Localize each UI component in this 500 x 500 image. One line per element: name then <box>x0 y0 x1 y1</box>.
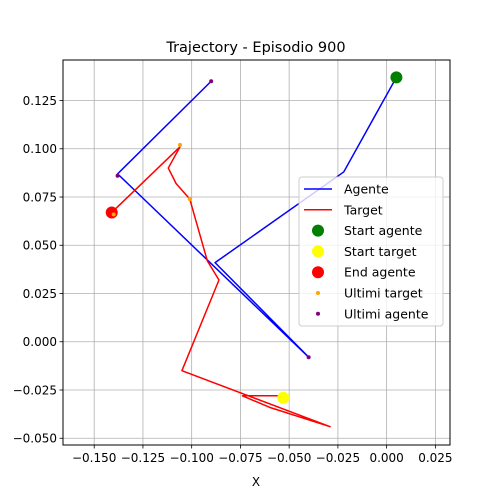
scatter-point-start-agente <box>390 71 403 84</box>
plot-area <box>105 71 403 428</box>
x-tick-label: −0.025 <box>316 451 360 465</box>
y-tick-label: 0.050 <box>23 239 57 253</box>
x-tick-label: 0.000 <box>369 451 403 465</box>
x-tick-label: −0.150 <box>72 451 116 465</box>
legend-label-ultimi-agente: Ultimi agente <box>344 306 429 321</box>
legend-swatch-ultimi-target <box>316 291 320 295</box>
legend-label-ultimi-target: Ultimi target <box>344 286 423 301</box>
y-tick-label: 0.075 <box>23 190 57 204</box>
legend-label-start-target: Start target <box>344 244 417 259</box>
scatter-point-ultimi-target <box>177 142 182 147</box>
legend: Agente Target Start agente Start target End … <box>298 176 444 327</box>
x-tick-label: 0.025 <box>418 451 452 465</box>
x-tick-label: −0.100 <box>169 451 213 465</box>
x-tick-label: −0.075 <box>218 451 262 465</box>
legend-swatch-ultimi-agente <box>316 311 320 316</box>
chart-title: Trajectory - Episodio 900 <box>165 40 345 56</box>
y-tick-label: 0.100 <box>23 142 57 156</box>
legend-label-agente: Agente <box>344 182 389 197</box>
x-tick-label: −0.125 <box>121 451 165 465</box>
scatter-point-end-agente <box>105 206 118 219</box>
legend-label-end-agente: End agente <box>344 265 416 280</box>
legend-swatch-end-agente <box>312 266 324 279</box>
x-axis-label: X <box>252 475 260 489</box>
y-tick-label: −0.025 <box>13 383 57 397</box>
scatter-point-start-target <box>277 391 290 404</box>
scatter-point-ultimi-target <box>111 212 116 217</box>
axes-frame <box>62 59 451 446</box>
legend-box <box>298 176 444 327</box>
legend-swatch-start-target <box>312 245 324 258</box>
x-tick-label: −0.050 <box>267 451 311 465</box>
y-tick-label: 0.000 <box>23 335 57 349</box>
series-line-target <box>111 146 331 428</box>
y-tick-label: 0.025 <box>23 287 57 301</box>
scatter-point-ultimi-agente <box>306 355 311 360</box>
axis-ticks: −0.150 −0.125 −0.100 −0.075 −0.050 −0.025 0.00… <box>13 94 453 465</box>
scatter-point-ultimi-agente <box>115 173 120 178</box>
y-tick-label: −0.050 <box>13 432 57 446</box>
legend-label-target: Target <box>343 202 383 217</box>
series-line-agente <box>116 77 398 358</box>
scatter-point-ultimi-target <box>187 196 192 201</box>
y-tick-label: 0.125 <box>23 94 57 108</box>
grid <box>63 60 450 445</box>
scatter-point-ultimi-agente <box>209 79 214 84</box>
legend-label-start-agente: Start agente <box>344 223 423 238</box>
legend-swatch-start-agente <box>312 224 324 237</box>
